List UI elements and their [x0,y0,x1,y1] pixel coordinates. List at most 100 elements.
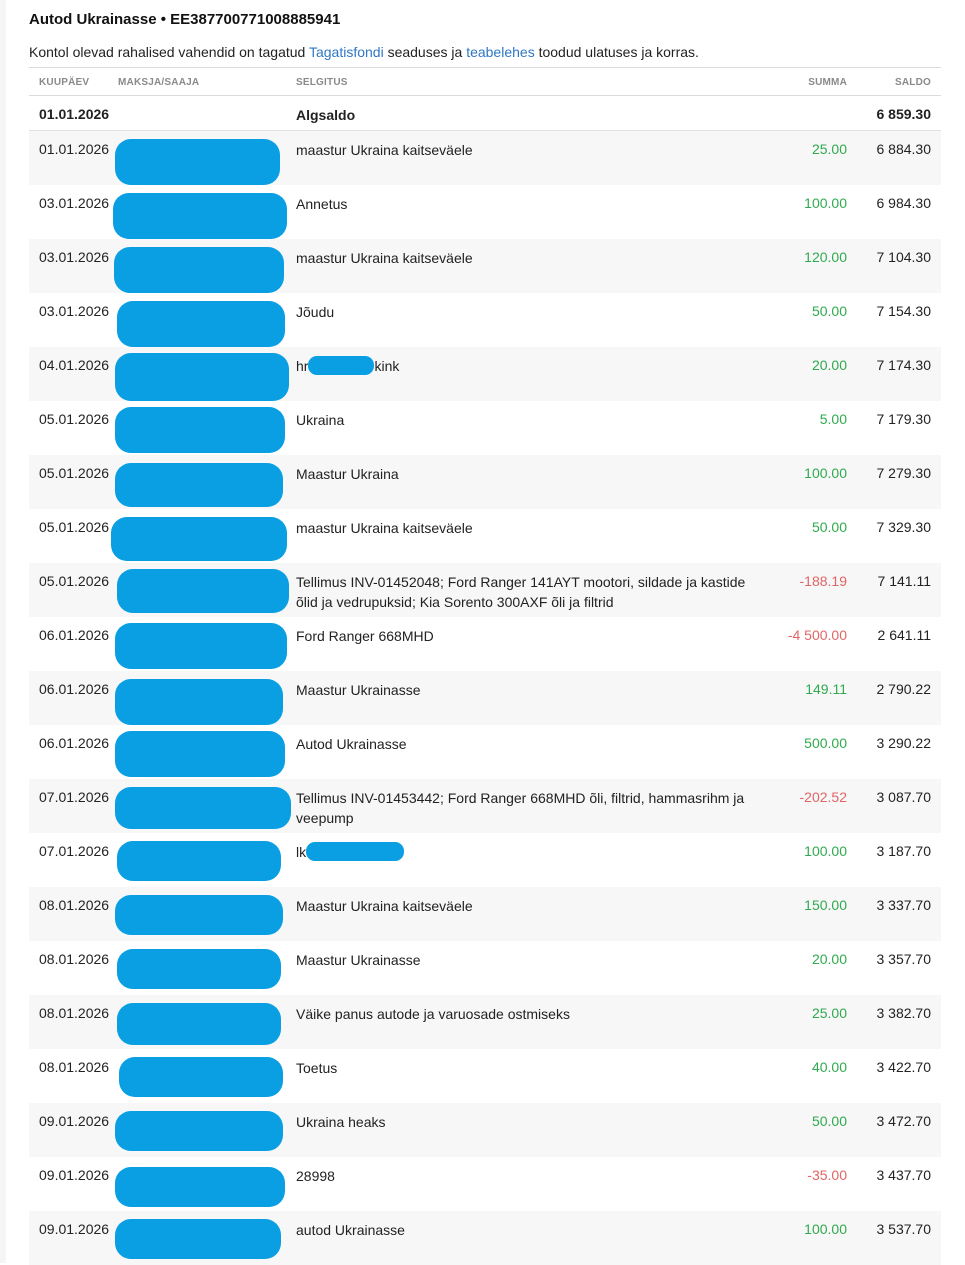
row-amount-debit: -188.19 [799,573,847,589]
table-row[interactable]: 06.01.2026 Maastur Ukrainasse 149.11 2 790.… [29,671,941,725]
row-balance: 2 790.22 [876,681,932,697]
row-description: maastur Ukraina kaitseväele [296,520,473,536]
row-description: autod Ukrainasse [296,1222,405,1238]
row-balance: 3 422.70 [876,1059,932,1075]
row-balance: 3 357.70 [876,951,932,967]
payer-redaction [115,895,283,935]
table-row[interactable]: 03.01.2026 Jõudu 50.00 7 154.30 [29,293,941,347]
opening-balance: 6 859.30 [876,106,932,122]
row-amount-credit: 100.00 [804,195,847,211]
notice-text-start: Kontol olevad rahalised vahendid on taga… [29,44,309,60]
row-description: Autod Ukrainasse [296,736,407,752]
payer-redaction [117,841,281,881]
row-date: 06.01.2026 [39,681,110,697]
table-row[interactable]: 08.01.2026 Maastur Ukraina kaitseväele 150… [29,887,941,941]
row-balance: 3 187.70 [876,843,932,859]
row-date: 08.01.2026 [39,897,110,913]
table-row[interactable]: 05.01.2026 Maastur Ukraina 100.00 7 279.30 [29,455,941,509]
row-amount-debit: -202.52 [799,789,847,805]
row-balance: 3 087.70 [876,789,932,805]
payer-redaction [117,569,289,613]
row-description: hr kink [296,356,766,376]
row-description: Ford Ranger 668MHD [296,628,434,644]
table-row[interactable]: 08.01.2026 Väike panus autode ja varuosad… [29,995,941,1049]
row-description: Maastur Ukrainasse [296,682,421,698]
payer-redaction [117,949,281,989]
row-description: Maastur Ukrainasse [296,952,421,968]
payer-redaction [115,139,280,185]
row-date: 09.01.2026 [39,1221,110,1237]
row-description: Maastur Ukraina kaitseväele [296,898,473,914]
row-balance: 7 179.30 [876,411,932,427]
row-date: 05.01.2026 [39,519,110,535]
row-description: Ukraina [296,412,345,428]
row-balance: 7 154.30 [876,303,932,319]
payer-redaction [115,679,283,725]
row-date: 05.01.2026 [39,573,110,589]
row-date: 09.01.2026 [39,1167,110,1183]
payer-redaction [115,1111,283,1151]
row-balance: 7 329.30 [876,519,932,535]
description-suffix: kink [374,358,400,374]
row-balance: 3 437.70 [876,1167,932,1183]
table-row[interactable]: 05.01.2026 Ukraina 5.00 7 179.30 [29,401,941,455]
table-row[interactable]: 05.01.2026 Tellimus INV-01452048; Ford Ra… [29,563,941,617]
column-header-payer[interactable]: MAKSJA/SAAJA [118,77,200,88]
teabeleht-link[interactable]: teabelehes [466,44,535,60]
table-row[interactable]: 06.01.2026 Ford Ranger 668MHD -4 500.00 2 6… [29,617,941,671]
table-row[interactable]: 07.01.2026 Tellimus INV-01453442; Ford Ra… [29,779,941,833]
row-description: maastur Ukraina kaitseväele [296,142,473,158]
table-row[interactable]: 03.01.2026 maastur Ukraina kaitseväele 120… [29,239,941,293]
row-description: Maastur Ukraina [296,466,399,482]
table-row[interactable]: 01.01.2026 maastur Ukraina kaitseväele 25.… [29,131,941,185]
row-balance: 3 337.70 [876,897,932,913]
payer-redaction [115,1167,285,1207]
row-date: 09.01.2026 [39,1113,110,1129]
payer-redaction [117,301,285,347]
table-row[interactable]: 05.01.2026 maastur Ukraina kaitseväele 50.… [29,509,941,563]
row-balance: 6 884.30 [876,141,932,157]
row-description: Toetus [296,1060,338,1076]
row-amount-credit: 149.11 [805,681,847,697]
column-header-amount[interactable]: SUMMA [808,77,847,88]
row-amount-credit: 120.00 [804,249,847,265]
row-date: 07.01.2026 [39,843,110,859]
payer-redaction [114,247,284,293]
table-row[interactable]: 08.01.2026 Maastur Ukrainasse 20.00 3 357.7… [29,941,941,995]
table-row[interactable]: 03.01.2026 Annetus 100.00 6 984.30 [29,185,941,239]
row-date: 03.01.2026 [39,249,110,265]
payer-redaction [113,193,287,239]
row-balance: 7 104.30 [876,249,932,265]
description-redaction [306,842,405,861]
table-row[interactable]: 07.01.2026 lk 100.00 3 187.70 [29,833,941,887]
deposit-guarantee-notice: Kontol olevad rahalised vahendid on taga… [29,44,699,60]
row-date: 06.01.2026 [39,735,110,751]
payer-redaction [119,1057,283,1097]
row-amount-debit: -4 500.00 [787,627,847,643]
description-prefix: lk [296,844,307,860]
account-title: Autod Ukrainasse • EE387700771008885941 [29,11,341,28]
opening-date: 01.01.2026 [39,106,110,122]
table-row[interactable]: 09.01.2026 28998 -35.00 3 437.70 [29,1157,941,1211]
row-amount-debit: -35.00 [807,1167,847,1183]
column-header-balance[interactable]: SALDO [895,77,931,88]
row-description: maastur Ukraina kaitseväele [296,250,473,266]
payer-redaction [115,1219,281,1259]
row-amount-credit: 100.00 [804,465,847,481]
table-row[interactable]: 08.01.2026 Toetus 40.00 3 422.70 [29,1049,941,1103]
tagatisfond-link[interactable]: Tagatisfondi [308,44,384,60]
description-prefix: hr [296,358,309,374]
page-left-gutter [0,0,6,1263]
table-row[interactable]: 09.01.2026 autod Ukrainasse 100.00 3 537.70 [29,1211,941,1265]
row-date: 01.01.2026 [39,141,110,157]
column-header-description[interactable]: SELGITUS [296,77,348,88]
notice-text-end: toodud ulatuses ja korras. [534,44,699,60]
notice-text-middle: seaduses ja [383,44,467,60]
payer-redaction [115,787,291,829]
table-row[interactable]: 04.01.2026 hr kink 20.00 7 174.30 [29,347,941,401]
table-row[interactable]: 06.01.2026 Autod Ukrainasse 500.00 3 290.22 [29,725,941,779]
row-date: 08.01.2026 [39,1005,110,1021]
column-header-date[interactable]: KUUPÄEV [39,77,90,88]
row-amount-credit: 20.00 [811,951,847,967]
table-row[interactable]: 09.01.2026 Ukraina heaks 50.00 3 472.70 [29,1103,941,1157]
